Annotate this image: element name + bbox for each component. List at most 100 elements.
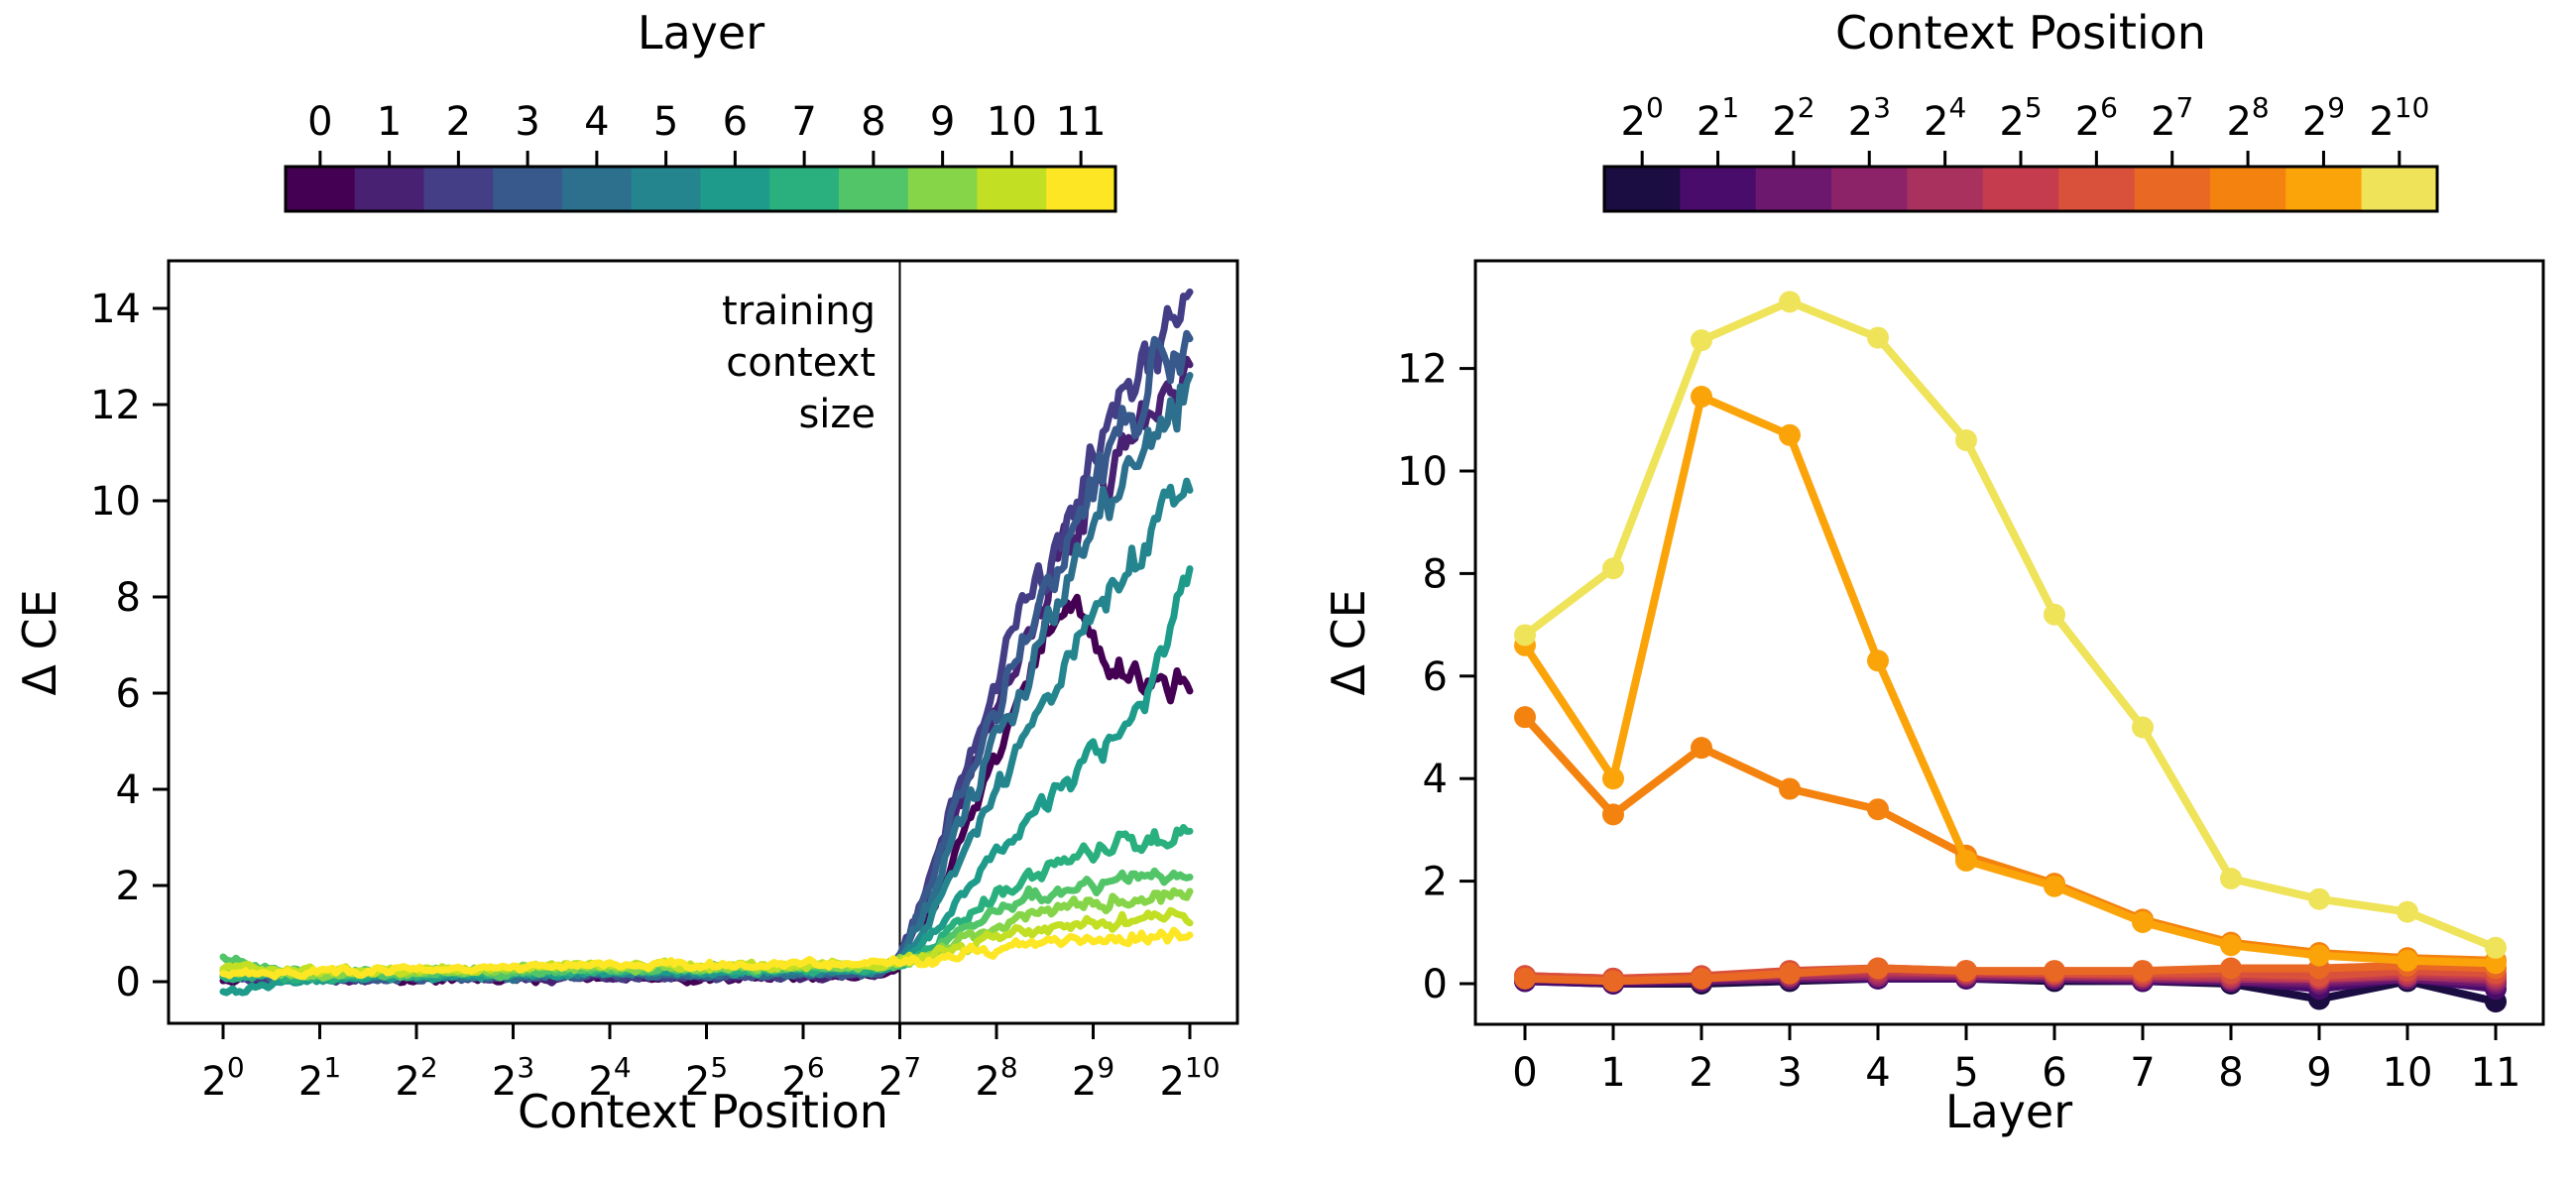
context-marker-7 xyxy=(1955,960,1977,983)
right-plot-xtick-label: 7 xyxy=(2130,1050,2155,1096)
left-colorbar-title: Layer xyxy=(637,6,765,59)
left-colorbar-segment xyxy=(286,167,356,211)
annotation-line-3: size xyxy=(798,392,876,437)
context-marker-10 xyxy=(1514,624,1536,647)
right-plot-xtick-label: 4 xyxy=(1865,1050,1890,1096)
left-plot-ylabel: Δ CE xyxy=(13,589,66,696)
right-plot-ylabel: Δ CE xyxy=(1322,589,1375,696)
context-marker-9 xyxy=(2044,875,2065,897)
left-colorbar-tick-label: 2 xyxy=(446,99,471,145)
context-marker-9 xyxy=(2308,944,2330,967)
context-marker-8 xyxy=(1514,706,1536,729)
left-colorbar-segment xyxy=(700,167,770,211)
right-plot-series xyxy=(1514,291,2507,1013)
context-marker-7 xyxy=(2220,957,2242,980)
right-plot-ytick-label: 0 xyxy=(1423,962,1448,1007)
annotation-line-1: training xyxy=(722,289,876,334)
right-colorbar-segment xyxy=(2209,167,2286,211)
right-colorbar: 20 21 22 23 24 25 26 27 28 29 210 xyxy=(1602,91,2439,213)
right-plot-xtick-label: 5 xyxy=(1953,1050,1978,1096)
left-colorbar-segment xyxy=(631,167,702,211)
context-marker-9 xyxy=(1955,849,1977,872)
left-plot-ytick-label: 0 xyxy=(116,960,141,1005)
left-plot-ytick-label: 14 xyxy=(90,287,141,332)
left-colorbar-tick-label: 9 xyxy=(930,99,955,145)
context-marker-7 xyxy=(1867,957,1889,980)
right-plot-xtick-label: 3 xyxy=(1777,1050,1802,1096)
right-colorbar-segment xyxy=(1755,167,1832,211)
left-plot-ytick-label: 2 xyxy=(116,864,141,909)
layer-line-5 xyxy=(219,477,1194,984)
left-colorbar-segment xyxy=(839,167,909,211)
context-marker-10 xyxy=(1779,291,1801,313)
left-plot-xtick-label: 22 xyxy=(395,1051,437,1105)
left-plot-xtick-label: 23 xyxy=(492,1051,534,1105)
right-plot-xtick-label: 11 xyxy=(2471,1050,2521,1096)
layer-line-4 xyxy=(219,372,1194,985)
right-plot-ytick-label: 12 xyxy=(1397,347,1448,393)
left-colorbar-tick-label: 6 xyxy=(723,99,748,145)
left-plot-xtick-label: 21 xyxy=(298,1051,341,1105)
left-colorbar-tick-label: 11 xyxy=(1056,99,1107,145)
right-colorbar-tick-label: 210 xyxy=(2369,91,2429,145)
left-colorbar-frame xyxy=(284,165,1117,213)
context-marker-9 xyxy=(2397,949,2418,972)
context-marker-10 xyxy=(2220,868,2242,890)
context-marker-7 xyxy=(1514,967,1536,990)
left-colorbar-segment xyxy=(769,167,840,211)
left-plot-xtick-label: 29 xyxy=(1072,1051,1114,1105)
left-colorbar-tick-label: 4 xyxy=(584,99,609,145)
left-plot-ytick-label: 8 xyxy=(116,575,141,621)
right-colorbar-segment xyxy=(2285,167,2363,211)
left-colorbar-segment xyxy=(907,167,979,211)
right-colorbar-tick-label: 28 xyxy=(2226,91,2269,145)
left-colorbar-segment xyxy=(423,167,494,211)
context-marker-9 xyxy=(1867,649,1889,672)
context-marker-8 xyxy=(1779,777,1801,800)
context-marker-8 xyxy=(1867,798,1889,821)
context-line-10 xyxy=(1521,297,2500,952)
right-plot-xtick-label: 1 xyxy=(1600,1050,1625,1096)
left-plot-xtick-label: 26 xyxy=(781,1051,824,1105)
context-marker-10 xyxy=(2308,887,2330,910)
right-colorbar-segment xyxy=(2361,167,2438,211)
right-plot-xtick-label: 0 xyxy=(1512,1050,1537,1096)
left-colorbar-tick-label: 1 xyxy=(377,99,402,145)
context-marker-10 xyxy=(2132,716,2154,739)
context-marker-9 xyxy=(2132,910,2154,933)
left-colorbar-tick-label: 10 xyxy=(987,99,1037,145)
context-marker-7 xyxy=(1691,967,1712,990)
left-plot-ytick-label: 12 xyxy=(90,383,141,428)
left-plot-ytick-label: 4 xyxy=(116,767,141,813)
left-plot-xtick-label: 20 xyxy=(201,1051,244,1105)
context-marker-7 xyxy=(2044,960,2065,983)
layer-line-1 xyxy=(219,355,1194,987)
left-colorbar-segment xyxy=(354,167,425,211)
left-colorbar-tick-label: 7 xyxy=(791,99,816,145)
left-colorbar-segment xyxy=(1046,167,1116,211)
left-plot-xtick-label: 24 xyxy=(588,1051,631,1105)
left-plot-xtick-label: 25 xyxy=(685,1051,728,1105)
right-colorbar-segment xyxy=(1982,167,2059,211)
context-marker-9 xyxy=(1691,386,1712,409)
context-marker-7 xyxy=(1602,970,1624,993)
right-plot-ytick-label: 6 xyxy=(1423,654,1448,700)
layer-line-11 xyxy=(219,926,1194,981)
right-plot-ytick-label: 10 xyxy=(1397,449,1448,495)
right-plot-ytick-label: 8 xyxy=(1423,551,1448,597)
context-marker-9 xyxy=(2485,952,2507,975)
context-marker-7 xyxy=(1779,962,1801,985)
context-line-9 xyxy=(1521,393,2500,968)
right-colorbar-title: Context Position xyxy=(1835,6,2206,59)
left-colorbar-segment xyxy=(493,167,563,211)
annotation-line-2: context xyxy=(726,340,876,386)
left-plot-xtick-label: 28 xyxy=(975,1051,1017,1105)
right-colorbar-tick-label: 29 xyxy=(2302,91,2345,145)
right-colorbar-tick-label: 23 xyxy=(1848,91,1891,145)
layer-line-7 xyxy=(219,824,1194,985)
context-marker-10 xyxy=(2397,900,2418,923)
left-plot-series xyxy=(219,288,1194,997)
